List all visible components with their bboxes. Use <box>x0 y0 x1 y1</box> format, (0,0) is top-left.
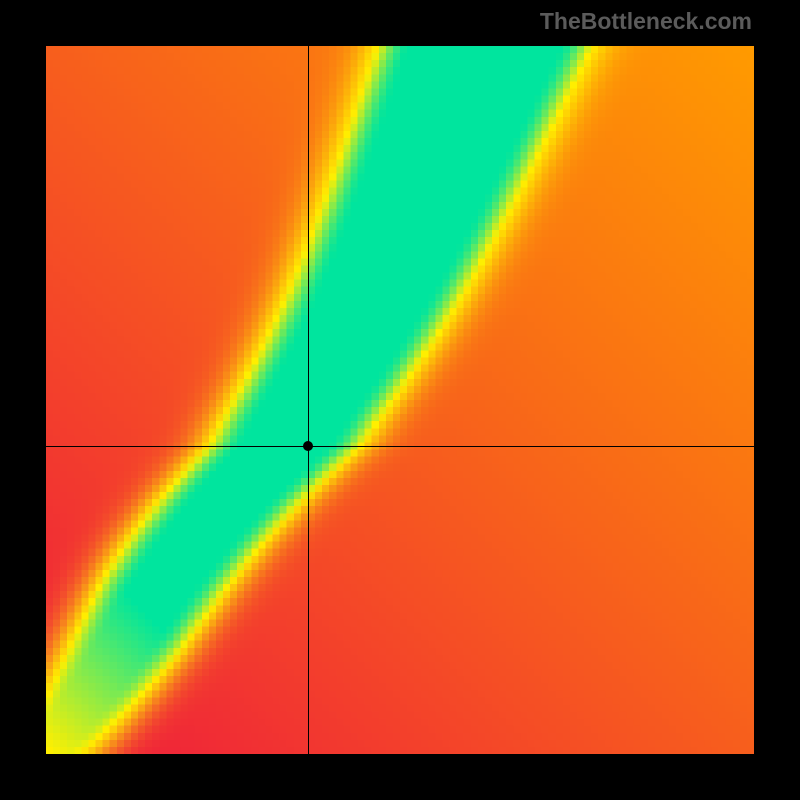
chart-container: TheBottleneck.com <box>0 0 800 800</box>
crosshair-vertical <box>308 46 309 754</box>
crosshair-point <box>303 441 313 451</box>
crosshair-horizontal <box>46 446 754 447</box>
bottleneck-heatmap <box>46 46 754 754</box>
watermark-text: TheBottleneck.com <box>540 8 752 35</box>
